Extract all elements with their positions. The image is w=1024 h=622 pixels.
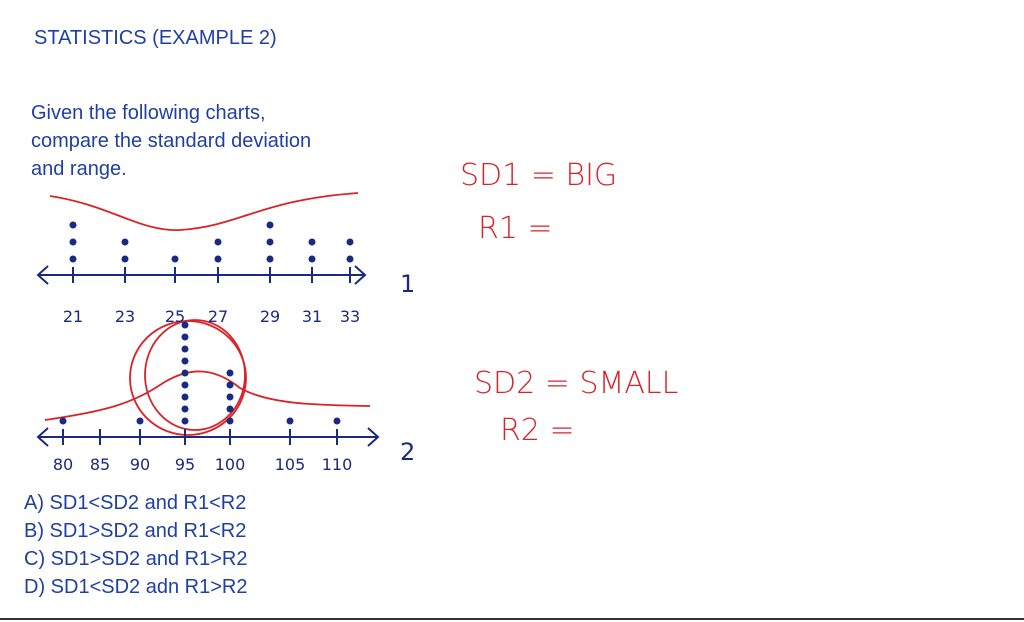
note: R2 = <box>500 413 575 448</box>
plot-label: 1 <box>400 270 415 298</box>
plot-label: 2 <box>400 438 415 466</box>
note: SD1 = BIG <box>460 158 617 193</box>
arrow <box>36 265 367 285</box>
dot <box>181 333 189 341</box>
dot <box>226 393 234 401</box>
dot <box>181 393 189 401</box>
dot <box>286 417 294 425</box>
dot <box>346 255 354 263</box>
tick-label: 80 <box>53 455 73 474</box>
dot <box>181 381 189 389</box>
dot <box>171 255 179 263</box>
dot <box>266 255 274 263</box>
dot <box>69 221 77 229</box>
tick-label: 27 <box>208 307 228 326</box>
dot <box>214 255 222 263</box>
dot <box>59 417 67 425</box>
dot <box>266 221 274 229</box>
dot <box>181 369 189 377</box>
dot <box>308 255 316 263</box>
note: SD2 = SMALL <box>474 366 678 401</box>
dot <box>136 417 144 425</box>
dot <box>121 255 129 263</box>
option[interactable]: C) SD1>SD2 and R1>R2 <box>24 548 247 570</box>
dot <box>226 369 234 377</box>
dot <box>181 345 189 353</box>
tick-label: 33 <box>340 307 360 326</box>
tick-label: 31 <box>302 307 322 326</box>
tick-label: 23 <box>115 307 135 326</box>
dot <box>333 417 341 425</box>
tick-label: 21 <box>63 307 83 326</box>
curve <box>49 192 359 231</box>
tick-label: 105 <box>275 455 306 474</box>
tick-label: 100 <box>215 455 246 474</box>
dot <box>226 405 234 413</box>
dot <box>266 238 274 246</box>
tick-label: 110 <box>322 455 353 474</box>
curve <box>44 370 371 421</box>
tick-label: 25 <box>165 307 185 326</box>
dot <box>181 321 189 329</box>
tick-label: 29 <box>260 307 280 326</box>
dot <box>181 405 189 413</box>
note: R1 = <box>478 211 553 246</box>
dot <box>121 238 129 246</box>
dot <box>181 357 189 365</box>
title: STATISTICS (EXAMPLE 2) <box>34 27 277 49</box>
option[interactable]: B) SD1>SD2 and R1<R2 <box>24 520 246 542</box>
question-line: compare the standard deviation <box>31 130 311 152</box>
question-line: and range. <box>31 158 127 180</box>
question-line: Given the following charts, <box>31 102 266 124</box>
option[interactable]: D) SD1<SD2 adn R1>R2 <box>24 576 247 598</box>
option[interactable]: A) SD1<SD2 and R1<R2 <box>24 492 246 514</box>
tick-label: 85 <box>90 455 110 474</box>
dot <box>69 238 77 246</box>
arrow <box>36 427 380 447</box>
tick-label: 90 <box>130 455 150 474</box>
dot <box>346 238 354 246</box>
tick-label: 95 <box>175 455 195 474</box>
dot <box>214 238 222 246</box>
dot <box>226 381 234 389</box>
dot <box>308 238 316 246</box>
dot <box>181 417 189 425</box>
circle <box>144 319 246 431</box>
dot <box>69 255 77 263</box>
dot <box>226 417 234 425</box>
